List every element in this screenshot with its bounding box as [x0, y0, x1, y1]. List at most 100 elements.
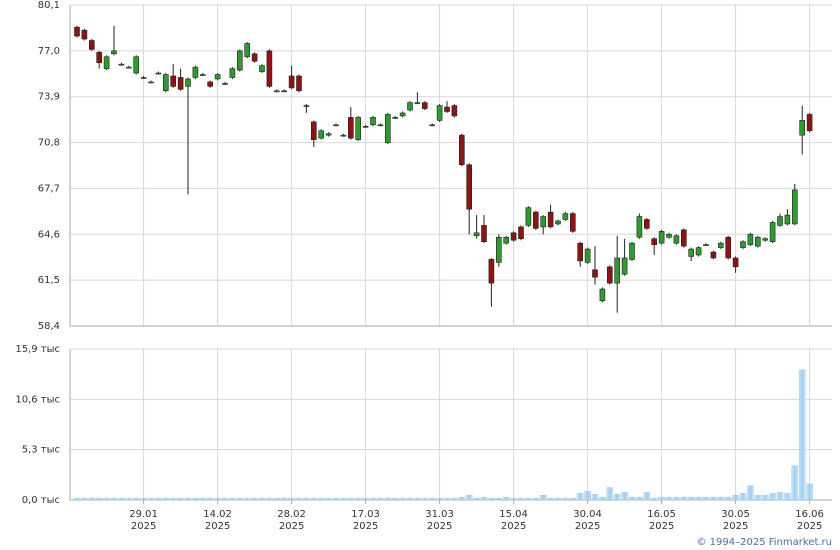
x-tick-label-line: 2025: [279, 521, 304, 532]
x-tick-label: 30.04 2025: [573, 509, 602, 532]
candle-body: [244, 43, 250, 58]
candle-body: [273, 90, 280, 93]
candle-body: [74, 26, 80, 37]
volume-bar: [769, 493, 776, 501]
volume-bar: [576, 493, 584, 501]
candle-body: [569, 213, 576, 232]
candle-body: [251, 53, 258, 62]
volume-bar: [73, 497, 81, 501]
y-tick-label: 73,9: [38, 92, 60, 103]
candle-body: [192, 66, 199, 78]
y-tick-label: 80,1: [38, 0, 60, 11]
volume-bar: [650, 497, 658, 501]
x-tick-label-line: 17.03: [351, 509, 380, 520]
volume-bar: [665, 496, 673, 501]
volume-bar: [606, 487, 614, 501]
candle-body: [207, 81, 213, 87]
candle-body: [784, 214, 791, 225]
candle-body: [155, 72, 162, 75]
candle-body: [407, 102, 413, 111]
x-tick-label-line: 2025: [649, 521, 674, 532]
x-tick-label-line: 30.05: [721, 509, 750, 520]
volume-bar: [473, 497, 480, 501]
volume-bar: [798, 369, 806, 501]
y-tick-label: 0,0 тыс: [22, 495, 60, 506]
volume-bar: [251, 497, 258, 501]
volume-bar: [236, 497, 244, 501]
candle-body: [547, 211, 554, 228]
x-tick-label: 16.05 2025: [647, 509, 676, 532]
x-tick-label-line: 2025: [205, 521, 230, 532]
candle-body: [584, 248, 591, 263]
candle-body: [118, 63, 125, 66]
volume-bar: [391, 497, 399, 501]
candle-body: [495, 236, 502, 263]
candle-body: [384, 114, 391, 143]
candle-body: [680, 229, 687, 247]
candle-body: [177, 77, 184, 90]
candle-body: [592, 269, 598, 278]
candle-body: [222, 83, 228, 85]
x-tick-label-line: 2025: [723, 521, 748, 532]
volume-bar: [754, 495, 762, 501]
candle-body: [259, 65, 265, 72]
volume-bar: [132, 497, 140, 501]
volume-bar: [643, 492, 651, 501]
volume-bar: [784, 493, 791, 501]
volume-bar: [266, 497, 273, 501]
volume-bar: [317, 497, 325, 501]
volume-bar: [539, 495, 547, 501]
volume-bar: [747, 485, 754, 501]
volume-bar: [591, 494, 599, 501]
volume-bar: [702, 496, 710, 501]
x-tick-label-line: 2025: [353, 521, 378, 532]
y-tick-label: 64,6: [38, 229, 60, 240]
volume-bar: [214, 497, 221, 501]
volume-bar: [377, 497, 384, 501]
volume-bar: [732, 495, 739, 501]
candle-body: [673, 235, 680, 244]
volume-bar: [547, 497, 554, 501]
volume-bar: [502, 496, 510, 501]
candle-body: [414, 102, 421, 104]
volume-bar: [295, 497, 303, 501]
volume-bar: [569, 497, 577, 501]
candle-body: [473, 232, 480, 237]
candle-body: [399, 112, 406, 117]
x-tick-label-line: 2025: [575, 521, 600, 532]
volume-bar: [436, 497, 443, 501]
volume-bar: [118, 497, 125, 501]
volume-bar: [155, 497, 162, 501]
volume-bar: [621, 492, 628, 501]
volume-bar: [354, 497, 362, 501]
candle-body: [525, 207, 532, 226]
candle-body: [562, 213, 569, 220]
volume-bar: [806, 483, 813, 501]
candle-body: [362, 125, 369, 128]
y-tick-label: 67,7: [38, 183, 60, 194]
y-tick-label: 15,9 тыс: [15, 344, 60, 355]
candle-body: [81, 29, 88, 40]
volume-bar: [710, 496, 717, 501]
volume-bar: [532, 497, 540, 501]
volume-bar: [495, 497, 503, 501]
candle-body: [185, 78, 191, 87]
candle-body: [510, 232, 517, 241]
candle-body: [540, 216, 547, 228]
candle-body: [103, 56, 110, 69]
volume-bar: [406, 497, 414, 501]
volume-bar: [288, 497, 295, 501]
candle-body: [577, 242, 584, 262]
volume-bar: [399, 497, 406, 501]
candle-body: [703, 244, 709, 246]
volume-bar: [199, 497, 207, 501]
volume-bar: [332, 497, 340, 501]
x-tick-label-line: 31.03: [425, 509, 454, 520]
volume-bar: [791, 465, 799, 501]
candle-body: [518, 226, 524, 240]
volume-bar: [206, 497, 214, 501]
volume-bar: [421, 497, 429, 501]
volume-bar: [103, 497, 110, 501]
volume-bar: [761, 495, 769, 501]
